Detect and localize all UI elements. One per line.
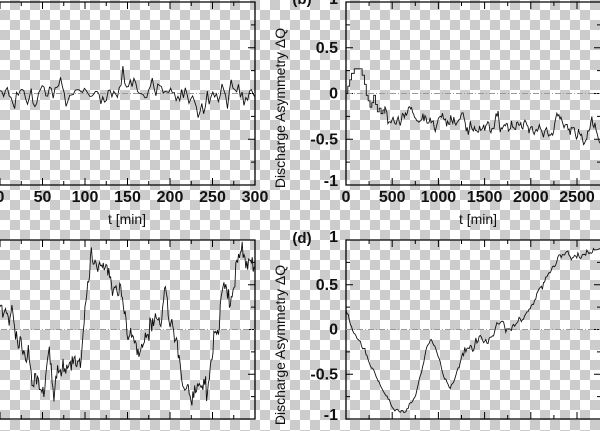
svg-text:t [min]: t [min] [459,211,497,227]
svg-text:50: 50 [34,189,52,206]
svg-text:-1: -1 [324,407,338,424]
svg-text:0: 0 [329,322,338,339]
svg-text:0: 0 [342,189,351,206]
svg-text:-0.5: -0.5 [310,131,338,148]
svg-text:150: 150 [114,189,141,206]
svg-text:-0.5: -0.5 [310,366,338,383]
svg-text:1: 1 [329,0,338,8]
svg-text:0: 0 [329,86,338,103]
svg-text:250: 250 [199,189,226,206]
svg-text:1: 1 [329,229,338,246]
svg-text:(b): (b) [292,0,311,8]
svg-text:0.5: 0.5 [316,277,338,294]
svg-text:200: 200 [157,189,184,206]
svg-text:0: 0 [0,189,5,206]
svg-text:(d): (d) [292,230,311,247]
svg-text:1000: 1000 [421,189,457,206]
svg-text:1500: 1500 [467,189,503,206]
svg-text:500: 500 [379,189,406,206]
svg-text:-1: -1 [324,173,338,190]
svg-text:100: 100 [72,189,99,206]
svg-text:0.5: 0.5 [316,40,338,57]
svg-text:300: 300 [242,189,269,206]
svg-text:t [min]: t [min] [108,211,146,227]
svg-text:2000: 2000 [513,189,549,206]
svg-text:Discharge Asymmetry ΔQ: Discharge Asymmetry ΔQ [272,265,288,425]
svg-text:2500: 2500 [559,189,595,206]
svg-text:Discharge Asymmetry ΔQ: Discharge Asymmetry ΔQ [272,28,288,188]
